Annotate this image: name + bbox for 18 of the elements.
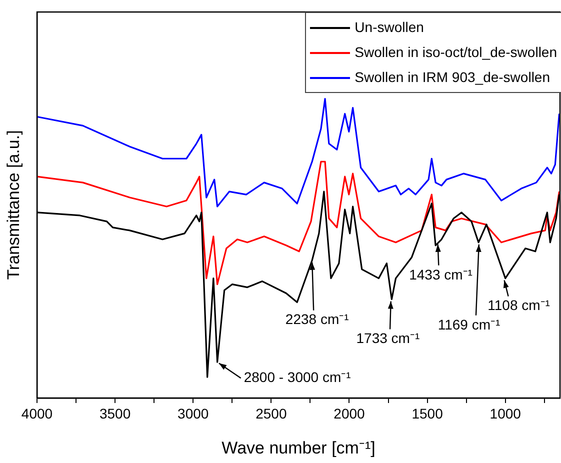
x-tick-label: 1500 bbox=[412, 405, 444, 422]
x-tick-label: 3500 bbox=[99, 405, 131, 422]
annotation: 1433 cm⁻¹ bbox=[409, 266, 473, 282]
x-tick-label: 3000 bbox=[178, 405, 209, 422]
x-tick-label: 4000 bbox=[21, 405, 53, 422]
annotation: 1733 cm⁻¹ bbox=[356, 330, 420, 346]
y-axis-title: Transmittance [a.u.] bbox=[4, 130, 23, 280]
x-axis-title: Wave number [cm⁻¹] bbox=[222, 438, 376, 458]
annotation: 1108 cm⁻¹ bbox=[488, 297, 550, 314]
legend-label: Swollen in iso-oct/tol_de-swollen bbox=[354, 43, 557, 62]
annotation: 1169 cm⁻¹ bbox=[438, 316, 500, 332]
legend-label: Swollen in IRM 903_de-swollen bbox=[354, 68, 550, 87]
x-tick-label: 2000 bbox=[334, 405, 366, 422]
x-tick-label: 1000 bbox=[490, 405, 522, 422]
legend-label: Un-swollen bbox=[354, 18, 424, 37]
annotation: 2800 - 3000 cm⁻¹ bbox=[244, 368, 352, 385]
annotation: 2238 cm⁻¹ bbox=[285, 311, 350, 328]
x-tick-label: 2500 bbox=[256, 405, 287, 422]
